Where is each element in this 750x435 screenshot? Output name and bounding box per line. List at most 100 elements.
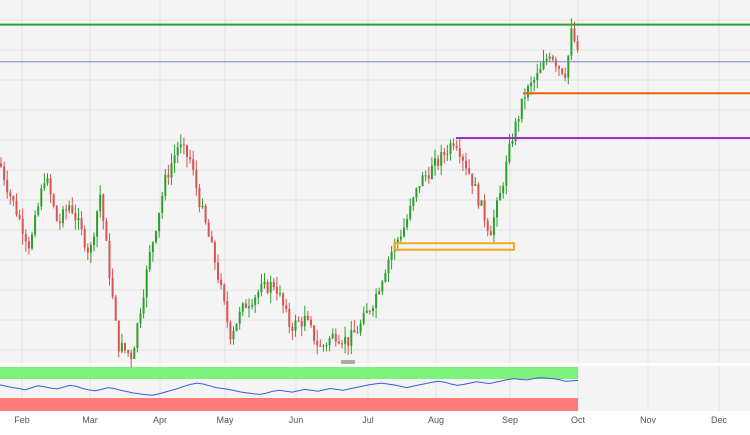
candle-body — [362, 313, 365, 324]
candle-body — [83, 229, 86, 248]
candle-body — [161, 195, 164, 213]
candle-body — [266, 281, 269, 293]
candle-body — [508, 143, 511, 162]
x-tick-label: Feb — [14, 415, 30, 425]
candle-body — [207, 222, 210, 237]
x-tick-label: Jun — [289, 415, 304, 425]
candle-body — [310, 319, 312, 326]
candle-body — [142, 297, 145, 314]
candle-body — [182, 144, 185, 146]
candle-body — [251, 304, 254, 307]
candles — [0, 18, 579, 368]
candle-body — [21, 218, 24, 235]
candle-body — [530, 82, 533, 87]
candle-body — [3, 166, 6, 181]
candle-body — [477, 184, 480, 206]
candle-body — [461, 156, 464, 161]
candle-body — [124, 343, 126, 351]
candle-body — [390, 251, 393, 260]
candle-body — [108, 240, 111, 278]
candle-body — [148, 252, 151, 270]
candle-body — [62, 209, 64, 223]
candle-body — [288, 308, 291, 328]
candle-body — [316, 340, 319, 346]
x-tick-label: Sep — [502, 415, 518, 425]
panel-separator — [0, 363, 750, 366]
candle-body — [12, 196, 15, 201]
candle-body — [158, 212, 161, 232]
candle-body — [558, 66, 560, 69]
candle-body — [545, 58, 548, 61]
candle-body — [40, 188, 43, 207]
scroll-handle[interactable] — [341, 360, 355, 364]
candle-body — [375, 293, 378, 308]
candle-body — [325, 344, 328, 346]
rsi-oversold-zone — [0, 398, 578, 411]
candle-body — [43, 183, 46, 189]
candle-body — [511, 140, 514, 144]
candle-body — [155, 231, 157, 243]
candle-body — [291, 327, 294, 331]
candle-body — [347, 337, 350, 346]
candle-body — [554, 59, 557, 67]
candle-body — [372, 307, 374, 312]
candle-body — [322, 345, 325, 347]
candle-body — [34, 215, 37, 235]
candle-body — [353, 330, 356, 333]
candle-body — [424, 175, 427, 177]
candle-body — [452, 143, 455, 146]
x-tick-label: Apr — [153, 415, 167, 425]
candle-body — [204, 205, 207, 223]
candle-body — [217, 262, 219, 280]
candle-body — [517, 119, 520, 122]
price-levels — [0, 23, 750, 251]
candle-body — [415, 188, 418, 198]
candle-body — [446, 153, 449, 155]
candle-body — [399, 236, 402, 240]
candle-body — [226, 301, 229, 323]
candle-body — [440, 152, 443, 166]
candle-body — [458, 148, 461, 157]
candle-body — [551, 56, 554, 60]
candle-body — [468, 168, 471, 174]
candle-body — [396, 239, 399, 243]
candle-body — [328, 338, 331, 345]
candle-body — [114, 296, 117, 321]
rsi-zones — [0, 367, 578, 411]
demand-zone — [394, 242, 515, 251]
candle-body — [285, 305, 288, 309]
candle-body — [561, 68, 564, 74]
candle-body — [220, 279, 223, 285]
candle-body — [533, 80, 536, 83]
candle-body — [111, 277, 114, 297]
candle-body — [474, 184, 477, 186]
candle-body — [130, 352, 133, 360]
candle-body — [282, 293, 285, 306]
candle-body — [341, 343, 343, 345]
candle-body — [15, 200, 18, 216]
candle-body — [387, 259, 390, 274]
candle-body — [536, 72, 539, 81]
candle-body — [465, 160, 467, 169]
candle-body — [443, 152, 446, 155]
candle-body — [272, 281, 275, 287]
candle-body — [294, 320, 297, 331]
candle-body — [37, 206, 40, 216]
candle-body — [244, 303, 247, 309]
candle-body — [297, 320, 300, 322]
candle-body — [93, 236, 95, 246]
candle-body — [319, 345, 322, 347]
candle-body — [337, 341, 340, 344]
candle-body — [483, 200, 486, 221]
candle-body — [418, 186, 421, 189]
candle-body — [145, 269, 148, 298]
candle-body — [213, 242, 216, 263]
candle-body — [564, 73, 567, 78]
candle-body — [527, 86, 529, 98]
candle-body — [300, 320, 303, 327]
candle-body — [471, 173, 474, 186]
candle-body — [198, 187, 201, 208]
candle-body — [427, 175, 430, 179]
